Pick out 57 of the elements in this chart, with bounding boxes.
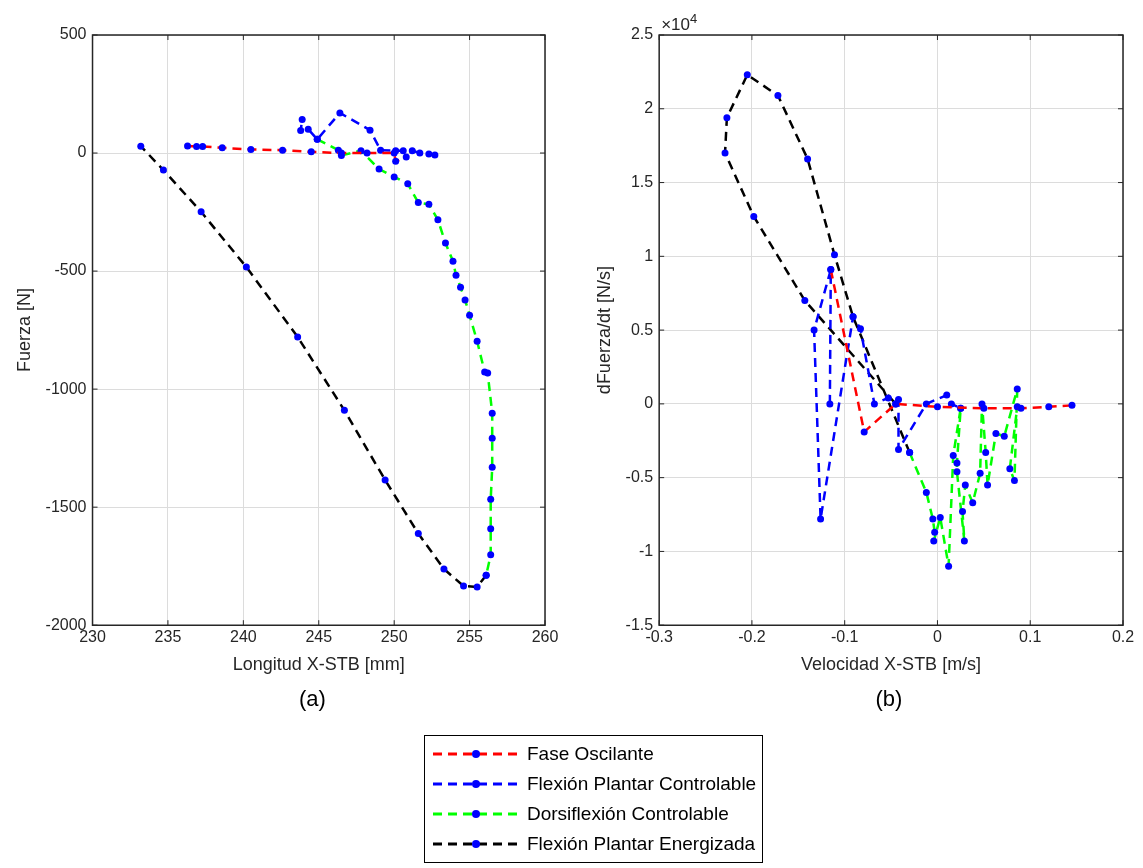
x-tick-label: 260 <box>531 628 559 646</box>
x-tick-label: 240 <box>230 628 257 646</box>
text: (b) <box>874 686 904 712</box>
x-tick-label: 235 <box>154 628 182 646</box>
x-tick-label: -0.2 <box>738 628 766 646</box>
y-axis-title: Fuerza [N] <box>13 288 34 373</box>
point <box>884 394 892 402</box>
y-tick-label: -1 <box>638 541 654 559</box>
text: (a) <box>298 686 327 712</box>
point <box>336 109 344 117</box>
x-tick-label: 255 <box>456 628 484 646</box>
x-axis-title: Longitud X-STB [mm] <box>232 654 405 675</box>
point <box>425 150 433 158</box>
x-tick-label: 250 <box>380 628 408 646</box>
point <box>416 149 424 157</box>
y-tick-label: 500 <box>59 25 87 43</box>
y-tick-label: 0 <box>644 394 654 412</box>
y-tick-label: 1 <box>644 246 654 264</box>
x-tick-label: -0.1 <box>830 628 859 646</box>
point <box>810 326 818 334</box>
legend-label: Flexión Plantar Energizada <box>527 833 756 855</box>
point <box>366 126 374 134</box>
y-tick-label: -1500 <box>45 497 87 515</box>
legend-label: Flexión Plantar Controlable <box>527 773 757 795</box>
point <box>399 147 407 155</box>
point <box>817 515 825 523</box>
point <box>377 146 385 154</box>
x-tick-label: 0 <box>933 628 943 646</box>
legend-label: Dorsiflexión Controlable <box>527 803 729 825</box>
x-tick-label: 230 <box>79 628 106 646</box>
y-axis-title: dFuerza/dt [N/s] <box>593 266 614 395</box>
point <box>870 400 878 408</box>
point <box>947 400 955 408</box>
y-tick-label: -500 <box>54 261 87 279</box>
y-tick-label: 0.5 <box>630 320 654 338</box>
x-tick-label: 0.2 <box>1111 628 1135 646</box>
point <box>408 147 416 155</box>
y-tick-label: -0.5 <box>625 468 654 486</box>
point <box>856 325 864 333</box>
point <box>895 446 903 454</box>
point <box>304 125 312 133</box>
point <box>922 400 930 408</box>
y-tick-label: 0 <box>77 143 87 161</box>
y-tick-label: -1000 <box>45 379 87 397</box>
point <box>298 116 306 124</box>
y-tick-label: 2.5 <box>630 25 654 43</box>
y-tick-label: 1.5 <box>630 172 654 190</box>
y-tick-label: 2 <box>644 99 654 117</box>
point <box>297 127 305 135</box>
point <box>826 400 834 408</box>
point <box>943 391 951 399</box>
x-axis-title: Velocidad X-STB [m/s] <box>801 654 982 675</box>
x-tick-label: 0.1 <box>1019 628 1042 646</box>
x-tick-label: -0.3 <box>645 628 674 646</box>
x-tick-label: 245 <box>305 628 333 646</box>
point <box>431 151 439 159</box>
legend-label: Fase Oscilante <box>527 743 654 765</box>
